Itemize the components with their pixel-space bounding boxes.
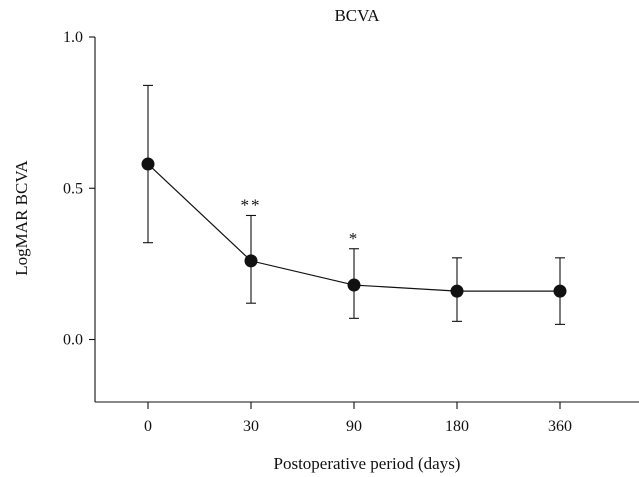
y-tick-label: 1.0	[63, 29, 83, 46]
data-point	[553, 284, 567, 298]
chart-title: BCVA	[334, 6, 380, 25]
y-tick-label: 0.0	[63, 332, 83, 349]
x-tick-label: 0	[144, 418, 152, 435]
x-tick-label: 30	[243, 418, 259, 435]
significance-marker: **	[241, 195, 262, 214]
y-tick-label: 0.5	[63, 180, 83, 197]
data-point	[141, 157, 155, 171]
y-axis-label: LogMAR BCVA	[12, 160, 31, 276]
axes: 0.0 0.5 1.0 0 30 90 180 360	[63, 29, 639, 435]
data-point	[450, 284, 464, 298]
x-tick-label: 180	[445, 418, 469, 435]
significance-marker: *	[349, 229, 360, 248]
x-axis-label: Postoperative period (days)	[274, 454, 461, 473]
x-tick-label: 90	[346, 418, 362, 435]
plot-marks: ***	[141, 84, 567, 325]
data-point	[244, 254, 258, 268]
x-tick-label: 360	[548, 418, 572, 435]
data-point	[347, 278, 361, 292]
